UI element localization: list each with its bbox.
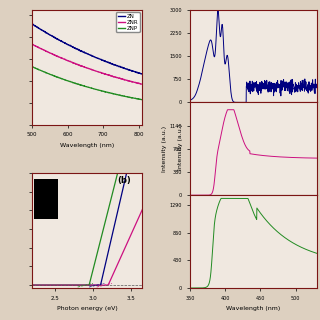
Text: (a): (a) xyxy=(118,13,131,22)
Bar xyxy=(34,179,59,219)
Legend: ZN, ZNR, ZNP: ZN, ZNR, ZNP xyxy=(116,12,140,32)
Text: Intensity (a.u.): Intensity (a.u.) xyxy=(178,124,183,170)
X-axis label: Wavelength (nm): Wavelength (nm) xyxy=(60,143,114,148)
Y-axis label: Intensity (a.u.): Intensity (a.u.) xyxy=(162,126,167,172)
Text: (b): (b) xyxy=(117,176,131,185)
X-axis label: Wavelength (nm): Wavelength (nm) xyxy=(226,306,280,311)
X-axis label: Photon energy (eV): Photon energy (eV) xyxy=(57,306,117,311)
